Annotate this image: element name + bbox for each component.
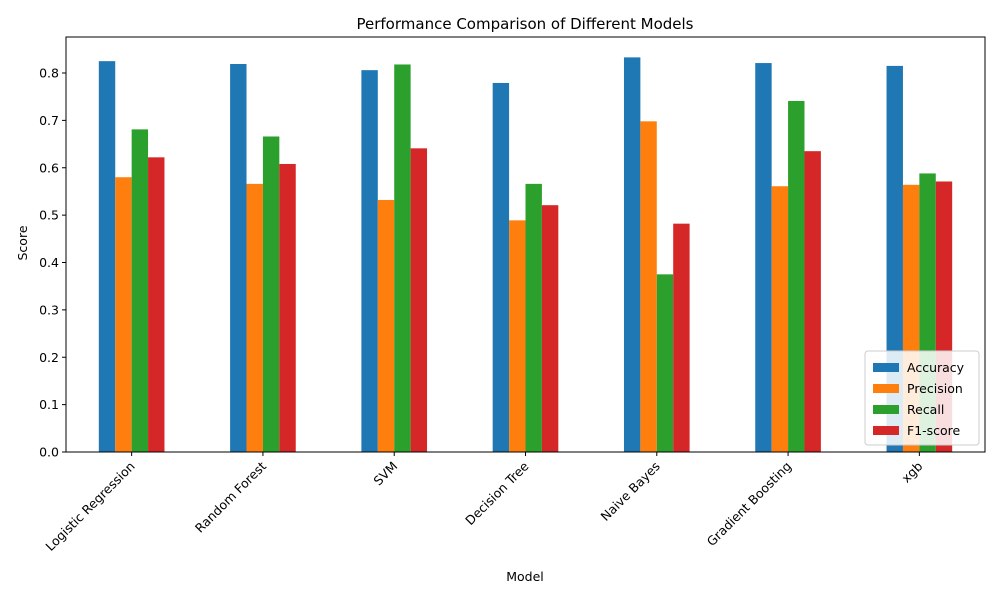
bar-accuracy-4 [623,57,641,453]
bar-precision-1 [246,183,263,453]
y-tick-label: 0.5 [39,208,59,223]
y-tick-label: 0.4 [39,255,59,270]
legend-swatch-accuracy [873,363,899,372]
x-tick-label: xgb [898,458,925,485]
y-tick-label: 0.7 [39,113,59,128]
legend-label-accuracy: Accuracy [907,360,965,375]
y-tick-label: 0.8 [39,66,59,81]
bar-recall-2 [394,64,411,452]
bar-precision-3 [509,220,526,452]
bar-f1-score-3 [541,205,559,452]
bar-recall-1 [262,136,280,452]
x-tick-label: Decision Tree [462,458,532,528]
y-axis-label: Score [15,225,30,260]
plot-area: 0.0 0.1 0.2 0.3 0.4 0.5 0.6 0.7 0.8 Logistic Regr… [39,36,986,554]
bar-recall-3 [525,183,542,453]
y-tick-label: 0.1 [39,397,59,412]
legend-label-precision: Precision [907,381,963,396]
bar-f1-score-2 [410,148,428,453]
x-tick-label: Random Forest [192,458,269,535]
y-tick-label: 0.2 [39,350,59,365]
chart-title: Performance Comparison of Different Mode… [357,15,694,33]
x-tick-label: Logistic Regression [42,459,137,554]
bar-recall-0 [131,129,149,453]
bar-recall-4 [656,274,674,452]
bar-f1-score-1 [279,163,296,452]
bar-accuracy-0 [98,61,116,453]
legend-box [864,350,980,446]
bar-accuracy-2 [361,70,378,452]
bar-accuracy-5 [755,63,772,452]
bar-precision-4 [640,121,657,453]
bar-f1-score-4 [673,223,690,452]
bar-accuracy-3 [492,82,510,453]
y-tick-label: 0.6 [39,160,59,175]
bar-precision-0 [115,177,132,452]
bar-recall-5 [788,100,805,453]
y-tick-label: 0.3 [39,302,59,317]
x-tick-label: Naive Bayes [598,459,663,524]
legend-label-f1-score: F1-score [907,423,961,438]
bar-accuracy-1 [230,64,247,453]
legend: Accuracy Precision Recall F1-score [864,350,980,446]
x-axis-label: Model [506,569,544,584]
bar-precision-5 [771,186,789,453]
y-tick-label: 0.0 [39,445,59,460]
x-tick-label: Gradient Boosting [704,459,795,550]
legend-swatch-f1-score [873,426,899,435]
bar-f1-score-5 [804,151,821,453]
legend-swatch-precision [873,384,899,393]
bar-precision-2 [377,199,395,452]
bar-f1-score-0 [148,157,165,452]
plot-frame [65,36,986,453]
x-tick-label: SVM [370,459,400,489]
legend-label-recall: Recall [907,402,944,417]
legend-swatch-recall [873,405,899,414]
